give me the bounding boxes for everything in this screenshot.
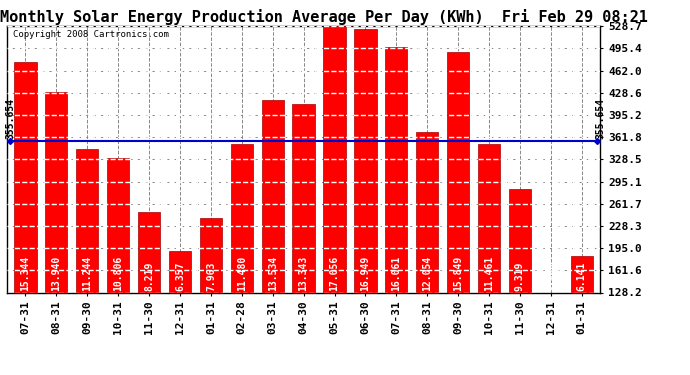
Text: Monthly Solar Energy Production Average Per Day (KWh)  Fri Feb 29 08:21: Monthly Solar Energy Production Average … (1, 9, 648, 26)
Text: 16.949: 16.949 (360, 255, 371, 291)
Bar (138, 212, 160, 292)
Text: 6.141: 6.141 (577, 261, 586, 291)
Bar (293, 104, 315, 292)
Text: 12.054: 12.054 (422, 255, 432, 291)
Bar (230, 144, 253, 292)
Bar (200, 217, 222, 292)
Text: 13.343: 13.343 (299, 255, 308, 291)
Text: 9.319: 9.319 (515, 261, 525, 291)
Text: 7.963: 7.963 (206, 261, 216, 291)
Text: 16.061: 16.061 (391, 255, 402, 291)
Bar (324, 26, 346, 292)
Bar (14, 62, 37, 292)
Text: 4.389: 4.389 (546, 261, 556, 291)
Text: 8.219: 8.219 (144, 261, 154, 291)
Bar (478, 144, 500, 292)
Bar (385, 47, 407, 292)
Bar (76, 148, 99, 292)
Text: 10.806: 10.806 (113, 255, 123, 291)
Bar (447, 52, 469, 292)
Text: 15.849: 15.849 (453, 255, 463, 291)
Text: 6.357: 6.357 (175, 261, 185, 291)
Text: 13.940: 13.940 (51, 255, 61, 291)
Bar (46, 92, 68, 292)
Bar (169, 251, 191, 292)
Bar (509, 189, 531, 292)
Bar (262, 100, 284, 292)
Text: 11.480: 11.480 (237, 255, 247, 291)
Bar (416, 132, 438, 292)
Text: 13.534: 13.534 (268, 255, 277, 291)
Text: 355.654: 355.654 (5, 98, 15, 139)
Text: 15.344: 15.344 (21, 255, 30, 291)
Text: 11.244: 11.244 (82, 255, 92, 291)
Text: 355.654: 355.654 (595, 98, 605, 139)
Bar (107, 158, 129, 292)
Bar (571, 256, 593, 292)
Bar (354, 28, 377, 292)
Text: 11.461: 11.461 (484, 255, 494, 291)
Text: Copyright 2008 Cartronics.com: Copyright 2008 Cartronics.com (13, 30, 169, 39)
Text: 17.056: 17.056 (330, 255, 339, 291)
